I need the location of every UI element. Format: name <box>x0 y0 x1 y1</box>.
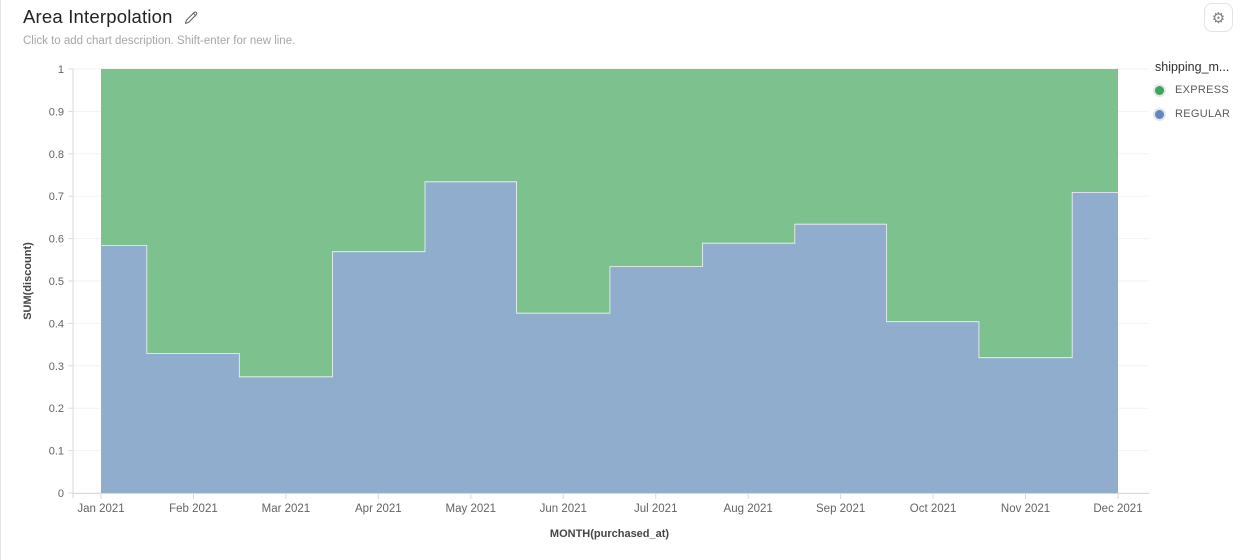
y-tick-label: 0.1 <box>49 446 64 458</box>
y-tick-label: 0.3 <box>49 361 64 373</box>
legend-item-label: REGULAR <box>1175 108 1231 120</box>
settings-button[interactable]: ⚙ <box>1204 3 1233 32</box>
x-tick-label: Nov 2021 <box>1001 503 1050 515</box>
x-tick-label: Jul 2021 <box>634 503 677 515</box>
x-tick-label: Oct 2021 <box>910 503 957 515</box>
x-tick-label: Mar 2021 <box>262 503 311 515</box>
area-express[interactable] <box>101 69 1118 377</box>
x-tick-label: Apr 2021 <box>355 503 402 515</box>
y-tick-label: 0.5 <box>49 276 64 288</box>
x-tick-label: Feb 2021 <box>169 503 218 515</box>
legend-title[interactable]: shipping_m... <box>1155 60 1230 74</box>
legend-swatch-icon <box>1155 85 1164 95</box>
y-axis-title: SUM(discount) <box>22 242 34 320</box>
x-tick-label: Jan 2021 <box>77 503 124 515</box>
y-tick-label: 0.6 <box>49 234 64 246</box>
chart-description-placeholder[interactable]: Click to add chart description. Shift-en… <box>23 35 296 47</box>
legend-swatch-icon <box>1155 109 1164 119</box>
y-tick-label: 1 <box>58 64 64 76</box>
x-axis-title: MONTH(purchased_at) <box>550 528 670 540</box>
edit-title-button[interactable] <box>183 9 200 26</box>
y-tick-label: 0.2 <box>49 403 64 415</box>
x-tick-label: Aug 2021 <box>724 503 773 515</box>
legend: shipping_m... EXPRESS REGULAR <box>1155 60 1243 132</box>
y-tick-label: 0.8 <box>49 149 64 161</box>
x-tick-label: May 2021 <box>446 503 497 515</box>
pencil-icon <box>184 11 197 24</box>
chart-header: Area Interpolation Click to add chart de… <box>23 6 295 47</box>
y-tick-label: 0.4 <box>49 318 64 330</box>
x-tick-label: Jun 2021 <box>540 503 587 515</box>
chart-title[interactable]: Area Interpolation <box>23 6 173 27</box>
area-regular[interactable] <box>101 181 1118 493</box>
y-tick-label: 0.7 <box>49 191 64 203</box>
x-tick-label: Sep 2021 <box>816 503 865 515</box>
y-tick-label: 0.9 <box>49 106 64 118</box>
gear-icon: ⚙ <box>1211 8 1226 27</box>
x-tick-label: Dec 2021 <box>1093 503 1142 515</box>
legend-item-express[interactable]: EXPRESS <box>1155 84 1243 96</box>
y-tick-label: 0 <box>58 488 64 500</box>
legend-item-label: EXPRESS <box>1175 84 1230 96</box>
legend-item-regular[interactable]: REGULAR <box>1155 108 1243 120</box>
